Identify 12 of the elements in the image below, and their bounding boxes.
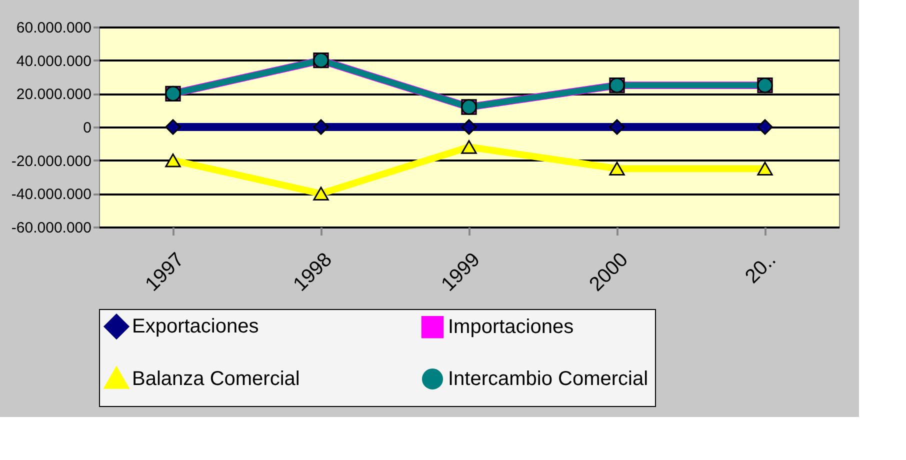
y-tick-label: 40.000.000 (16, 52, 92, 70)
y-tick-label: -20.000.000 (11, 152, 92, 170)
x-tick-label: 20.. (741, 248, 780, 288)
y-tick-label: -60.000.000 (11, 220, 92, 236)
legend-label: Balanza Comercial (132, 368, 300, 390)
legend-label: Exportaciones (132, 316, 259, 338)
y-tick-label: 60.000.000 (16, 20, 92, 36)
y-tick-label: -40.000.000 (11, 186, 92, 204)
legend-label: Intercambio Comercial (448, 368, 648, 390)
y-tick-label: 0 (83, 120, 92, 136)
y-tick-label: 20.000.000 (16, 86, 92, 104)
legend-label: Importaciones (448, 316, 574, 338)
